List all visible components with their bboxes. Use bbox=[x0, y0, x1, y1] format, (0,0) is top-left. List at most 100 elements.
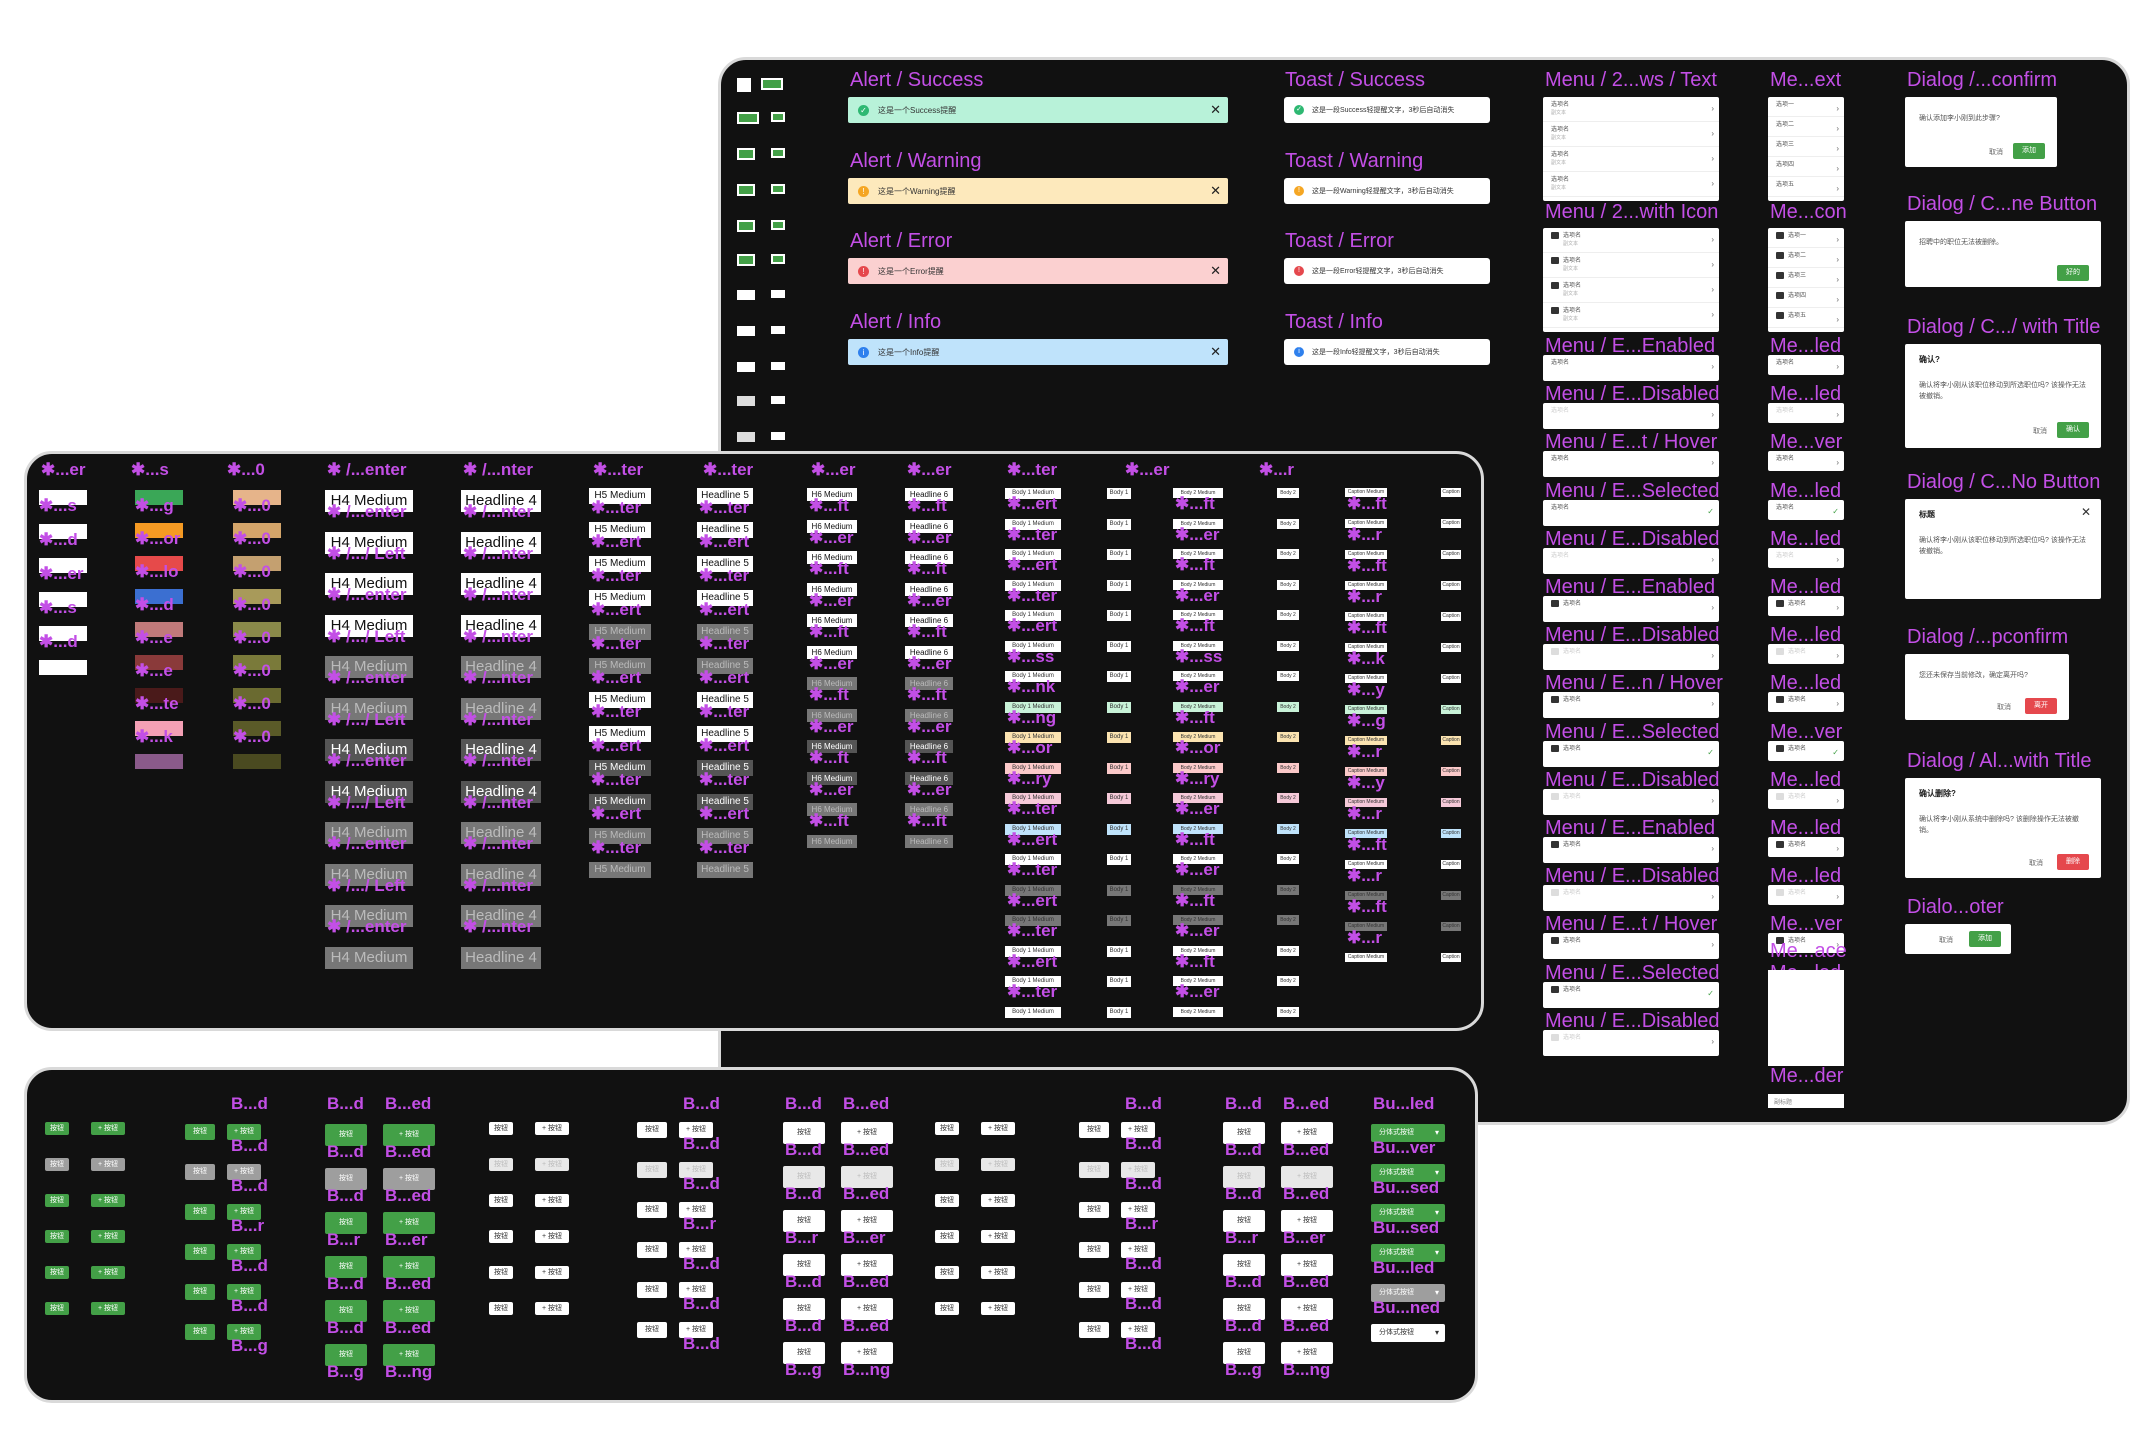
button[interactable]: 按钮 bbox=[489, 1230, 513, 1243]
add-button[interactable]: + 按钮 bbox=[227, 1164, 261, 1180]
menu-state-item[interactable]: 选项名 › bbox=[1768, 692, 1844, 713]
button[interactable]: 按钮 bbox=[637, 1122, 667, 1138]
ok-button[interactable]: 好的 bbox=[2057, 265, 2089, 281]
add-button[interactable]: + 按钮 bbox=[227, 1244, 261, 1260]
button[interactable]: 按钮 bbox=[1223, 1298, 1265, 1320]
add-button[interactable]: + 按钮 bbox=[841, 1254, 893, 1276]
menu-state-item[interactable]: 选项名 › bbox=[1543, 1029, 1719, 1056]
cancel-button[interactable]: 取消 bbox=[2029, 860, 2043, 867]
menu-state-item[interactable]: 选项名 › bbox=[1768, 788, 1844, 809]
menu-item[interactable]: 选项名 › bbox=[1543, 1030, 1719, 1055]
button[interactable]: 按钮 bbox=[935, 1266, 959, 1279]
button[interactable]: 按钮 bbox=[1223, 1254, 1265, 1276]
split-button[interactable]: 分体式按钮 bbox=[1371, 1124, 1445, 1142]
menu-state-item[interactable]: 选项名 › bbox=[1543, 547, 1719, 574]
menu-state-item[interactable]: 选项名 › bbox=[1768, 403, 1844, 424]
add-button[interactable]: + 按钮 bbox=[91, 1158, 125, 1171]
add-button[interactable]: + 按钮 bbox=[383, 1212, 435, 1234]
menu-state-item[interactable]: 选项名 ✓ bbox=[1543, 740, 1719, 767]
button[interactable]: 按钮 bbox=[783, 1298, 825, 1320]
button[interactable]: 按钮 bbox=[935, 1122, 959, 1135]
menu-item[interactable]: 选项名 › bbox=[1543, 596, 1719, 621]
menu-item[interactable]: 选项名 副文本 › bbox=[1543, 97, 1719, 122]
button[interactable]: 按钮 bbox=[325, 1212, 367, 1234]
add-button[interactable]: + 按钮 bbox=[383, 1168, 435, 1190]
button[interactable]: 按钮 bbox=[935, 1194, 959, 1207]
cancel-button[interactable]: 取消 bbox=[2033, 428, 2047, 435]
button[interactable]: 按钮 bbox=[637, 1202, 667, 1218]
menu-item[interactable]: 选项名 ✓ bbox=[1768, 500, 1844, 520]
add-button[interactable]: + 按钮 bbox=[91, 1230, 125, 1243]
menu-item[interactable]: 选项名 副文本 › bbox=[1543, 253, 1719, 278]
button[interactable]: 按钮 bbox=[637, 1282, 667, 1298]
menu-item[interactable]: 选项名 ✓ bbox=[1543, 500, 1719, 525]
menu-item[interactable]: 选项名 › bbox=[1543, 789, 1719, 814]
menu-item[interactable]: 选项名 副文本 › bbox=[1543, 172, 1719, 197]
add-button[interactable]: + 按钮 bbox=[1281, 1166, 1333, 1188]
button[interactable]: 按钮 bbox=[1079, 1282, 1109, 1298]
button[interactable]: 按钮 bbox=[783, 1166, 825, 1188]
add-button[interactable]: + 按钮 bbox=[1121, 1242, 1155, 1258]
button[interactable]: 按钮 bbox=[45, 1230, 69, 1243]
add-button[interactable]: + 按钮 bbox=[679, 1322, 713, 1338]
button[interactable]: 按钮 bbox=[325, 1256, 367, 1278]
menu-item[interactable]: 选项五 › bbox=[1768, 177, 1844, 197]
menu-item[interactable]: 选项名 › bbox=[1768, 789, 1844, 809]
button[interactable]: 按钮 bbox=[935, 1302, 959, 1315]
add-button[interactable]: + 按钮 bbox=[981, 1230, 1015, 1243]
menu-state-item[interactable]: 选项名 › bbox=[1543, 355, 1719, 381]
menu-state-item[interactable]: 选项名 › bbox=[1543, 403, 1719, 430]
menu-item[interactable]: 选项一 › bbox=[1768, 97, 1844, 117]
button[interactable]: 按钮 bbox=[1223, 1210, 1265, 1232]
add-button[interactable]: + 按钮 bbox=[535, 1230, 569, 1243]
split-button[interactable]: 分体式按钮 bbox=[1371, 1204, 1445, 1222]
menu-item[interactable]: 选项名 ✓ bbox=[1768, 741, 1844, 761]
menu-item[interactable]: 选项二 › bbox=[1768, 248, 1844, 268]
close-icon[interactable]: ✕ bbox=[1210, 344, 1221, 359]
menu-item[interactable]: 选项一 › bbox=[1768, 228, 1844, 248]
menu-item[interactable]: 选项名 › bbox=[1768, 403, 1844, 423]
add-button[interactable]: + 按钮 bbox=[1121, 1282, 1155, 1298]
menu-item[interactable]: 选项名 › bbox=[1543, 644, 1719, 669]
add-button[interactable]: + 按钮 bbox=[841, 1342, 893, 1364]
close-icon[interactable]: ✕ bbox=[1210, 183, 1221, 198]
add-button[interactable]: + 按钮 bbox=[841, 1298, 893, 1320]
add-button[interactable]: + 按钮 bbox=[227, 1324, 261, 1340]
add-button[interactable]: + 按钮 bbox=[679, 1282, 713, 1298]
cancel-button[interactable]: 取消 bbox=[1997, 704, 2011, 711]
add-button[interactable]: + 按钮 bbox=[841, 1210, 893, 1232]
menu-item[interactable]: 选项三 › bbox=[1768, 137, 1844, 157]
split-button[interactable]: 分体式按钮 bbox=[1371, 1284, 1445, 1302]
menu-item[interactable]: 选项名 ✓ bbox=[1543, 982, 1719, 1007]
menu-state-item[interactable]: 选项名 › bbox=[1543, 596, 1719, 622]
menu-state-item[interactable]: 选项名 › bbox=[1768, 355, 1844, 375]
cancel-button[interactable]: 取消 bbox=[1989, 149, 2003, 156]
menu-item[interactable]: 选项五 › bbox=[1768, 308, 1844, 328]
add-button[interactable]: + 按钮 bbox=[535, 1158, 569, 1171]
add-button[interactable]: + 按钮 bbox=[1281, 1342, 1333, 1364]
menu-item[interactable]: 选项名 副文本 › bbox=[1543, 147, 1719, 172]
add-button[interactable]: + 按钮 bbox=[227, 1284, 261, 1300]
button[interactable]: 按钮 bbox=[45, 1122, 69, 1135]
menu-state-item[interactable]: 选项名 › bbox=[1768, 885, 1844, 906]
add-button[interactable]: + 按钮 bbox=[981, 1266, 1015, 1279]
menu-state-item[interactable]: 选项名 › bbox=[1543, 451, 1719, 478]
add-button[interactable]: + 按钮 bbox=[535, 1122, 569, 1135]
menu-item[interactable]: 选项名 › bbox=[1543, 885, 1719, 910]
cancel-button[interactable]: 取消 bbox=[1939, 937, 1953, 944]
button[interactable]: 按钮 bbox=[637, 1162, 667, 1178]
button[interactable]: 按钮 bbox=[185, 1204, 215, 1220]
add-button[interactable]: + 按钮 bbox=[1121, 1122, 1155, 1138]
menu-item[interactable]: 选项三 › bbox=[1768, 268, 1844, 288]
add-button[interactable]: + 按钮 bbox=[91, 1266, 125, 1279]
confirm-button[interactable]: 确认 bbox=[2057, 422, 2089, 438]
menu-state-item[interactable]: 选项名 › bbox=[1543, 788, 1719, 815]
menu-state-item[interactable]: 选项名 ✓ bbox=[1768, 499, 1844, 520]
menu-item[interactable]: 选项四 › bbox=[1768, 288, 1844, 308]
menu-item[interactable]: 选项名 › bbox=[1768, 837, 1844, 857]
menu-item[interactable]: 选项名 › bbox=[1543, 837, 1719, 862]
add-button[interactable]: + 按钮 bbox=[535, 1266, 569, 1279]
close-icon[interactable]: ✕ bbox=[2080, 505, 2091, 519]
menu-state-item[interactable]: 选项名 › bbox=[1768, 547, 1844, 568]
add-button[interactable]: + 按钮 bbox=[535, 1302, 569, 1315]
